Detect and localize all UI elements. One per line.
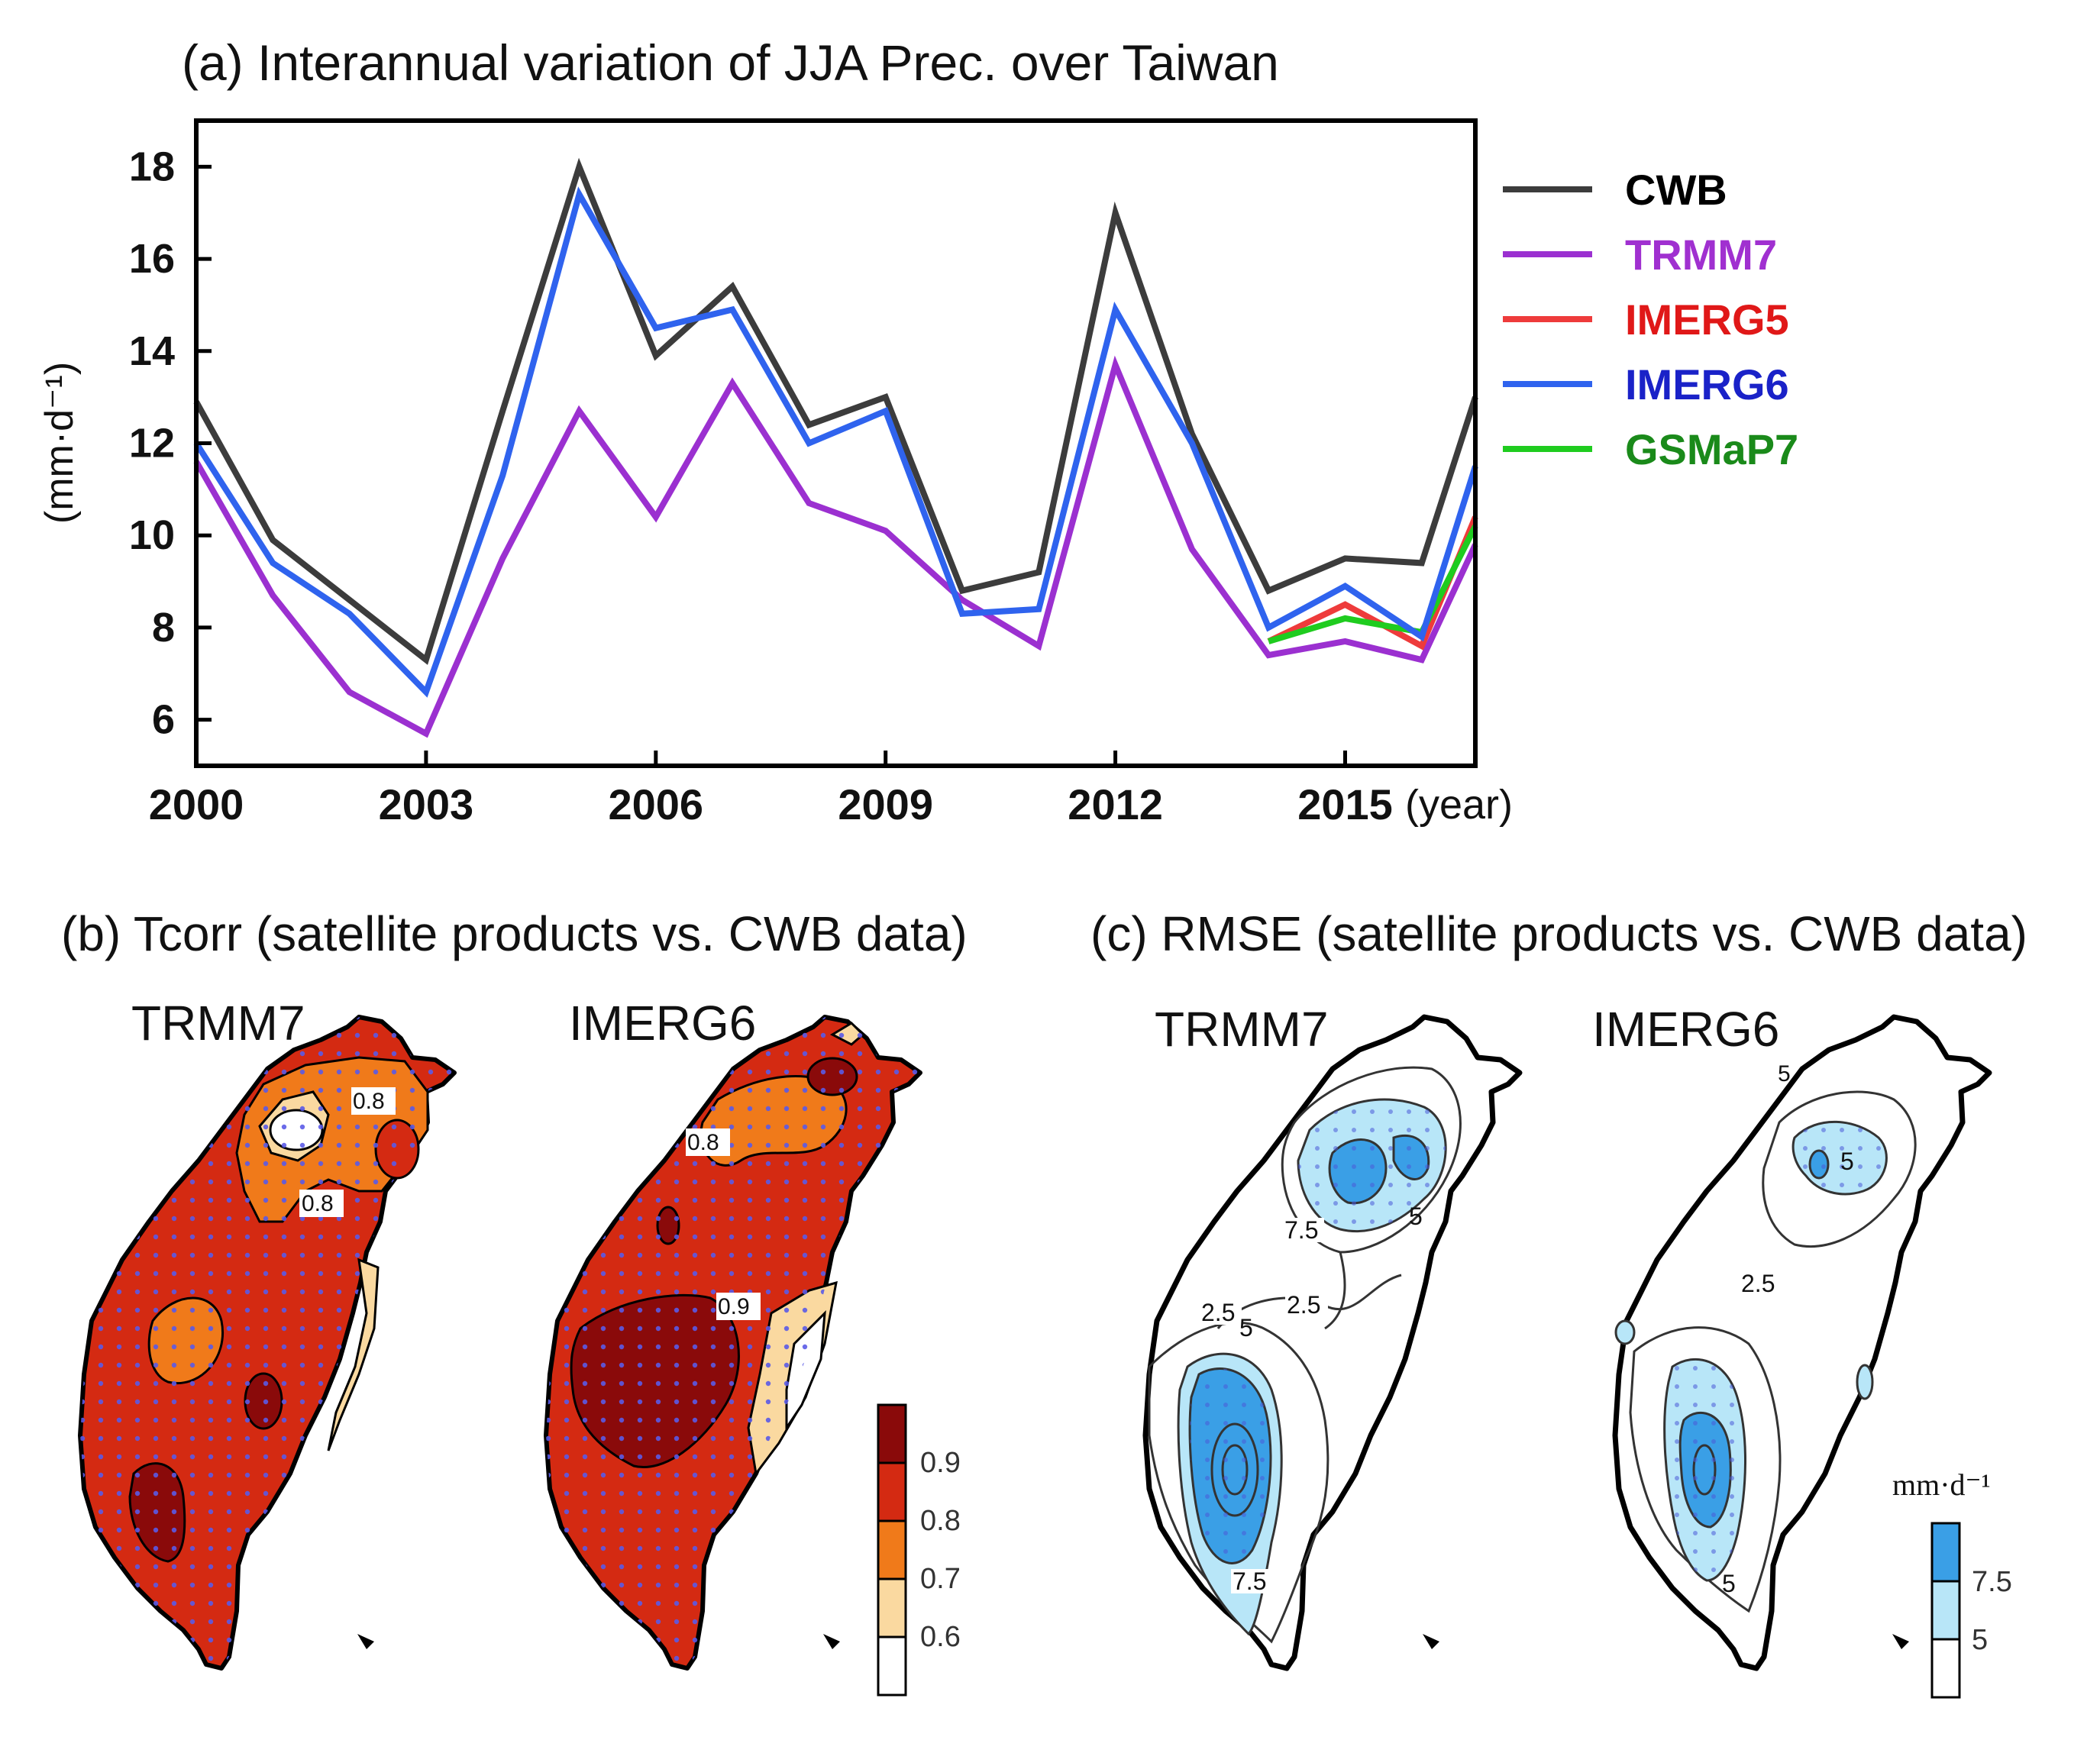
contour-label: 0.9 xyxy=(718,1294,750,1319)
contour-label: 0.8 xyxy=(353,1089,385,1114)
x-tick-label: 2006 xyxy=(609,780,704,828)
colorbar-tick: 0.6 xyxy=(920,1621,961,1653)
colorbar-b: 0.9 0.8 0.7 0.6 xyxy=(877,1403,961,1697)
series-layer xyxy=(193,157,1478,738)
islet xyxy=(823,1634,840,1649)
colorbar-tick: 0.9 xyxy=(920,1447,961,1479)
legend-label-imerg6: IMERG6 xyxy=(1625,360,1789,408)
x-tick-label: 2009 xyxy=(838,780,933,828)
map-label-trmm7-c: TRMM7 xyxy=(1155,1002,1329,1057)
y-tick-label: 12 xyxy=(129,421,175,467)
x-axis-label: (year) xyxy=(1405,782,1513,828)
colorbar-swatch xyxy=(877,1461,907,1522)
legend-label-trmm7: TRMM7 xyxy=(1625,231,1777,279)
legend-label-cwb: CWB xyxy=(1625,166,1727,214)
legend-label-gsmap7: GSMaP7 xyxy=(1625,425,1798,473)
rmse-map-imerg6: 5 5 2.5 5 xyxy=(1612,1014,1992,1671)
taiwan-dots xyxy=(1664,1122,1887,1580)
contour-region-east-0.6 xyxy=(327,1258,380,1451)
y-tick-label: 10 xyxy=(129,512,175,558)
tcorr-map-imerg6: 0.8 0.9 xyxy=(544,1015,922,1671)
y-axis: 6 8 10 12 14 16 18 xyxy=(129,144,212,743)
tcorr-map-trmm7: 0.8 0.8 xyxy=(78,1015,457,1671)
y-tick-label: 16 xyxy=(129,236,175,282)
panel-c-rmse-maps: (c) RMSE (satellite products vs. CWB dat… xyxy=(1090,906,2027,1699)
y-axis-label: (mm·d⁻¹) xyxy=(37,362,82,524)
colorbar-tick: 0.8 xyxy=(920,1505,961,1537)
colorbar-swatch xyxy=(877,1403,907,1464)
panel-b-tcorr-maps: (b) Tcorr (satellite products vs. CWB da… xyxy=(61,906,968,1697)
contour-label: 7.5 xyxy=(1284,1216,1318,1244)
colorbar-unit: mm·d⁻¹ xyxy=(1892,1467,1991,1502)
colorbar-swatch xyxy=(1930,1580,1961,1641)
contour-region-small xyxy=(1856,1364,1874,1400)
rmse-map-trmm7: 7.5 5 2.5 5 2.5 7.5 xyxy=(1142,1014,1523,1671)
contour-label: 2.5 xyxy=(1741,1270,1775,1297)
panel-a-line-chart: (a) Interannual variation of JJA Prec. o… xyxy=(37,34,1798,828)
colorbar-swatch xyxy=(877,1635,907,1697)
panel-a-title: (a) Interannual variation of JJA Prec. o… xyxy=(182,34,1279,91)
taiwan-dots xyxy=(1190,1099,1446,1564)
y-tick-label: 18 xyxy=(129,144,175,189)
contour-label: 5 xyxy=(1409,1203,1423,1230)
series-line-cwb xyxy=(193,157,1478,665)
contour-label: 5 xyxy=(1778,1061,1791,1086)
map-label-imerg6-b: IMERG6 xyxy=(569,996,756,1051)
colorbar-tick: 0.7 xyxy=(920,1563,961,1595)
colorbar-swatch xyxy=(877,1519,907,1580)
colorbar-tick: 7.5 xyxy=(1972,1566,2012,1598)
contour-label: 2.5 xyxy=(1287,1291,1320,1319)
map-label-trmm7-b: TRMM7 xyxy=(131,996,305,1051)
panel-b-title: (b) Tcorr (satellite products vs. CWB da… xyxy=(61,906,968,961)
contour-line-2.5b xyxy=(1629,1326,1782,1613)
contour-label: 5 xyxy=(1239,1314,1253,1341)
panel-c-title: (c) RMSE (satellite products vs. CWB dat… xyxy=(1090,906,2027,961)
contour-region-small xyxy=(1614,1319,1636,1345)
colorbar-swatch xyxy=(1930,1638,1961,1699)
islet xyxy=(1892,1634,1909,1649)
contour-line-2.5 xyxy=(1762,1090,1917,1248)
y-tick-label: 8 xyxy=(152,605,175,651)
x-tick-label: 2012 xyxy=(1068,780,1163,828)
colorbar-swatch xyxy=(1930,1522,1961,1583)
contour-line-2.5 xyxy=(1281,1066,1462,1254)
islet xyxy=(1423,1634,1439,1649)
series-line-trmm7 xyxy=(193,355,1478,738)
taiwan-dots xyxy=(546,1017,920,1668)
legend-label-imerg5: IMERG5 xyxy=(1625,295,1789,344)
y-tick-label: 6 xyxy=(152,697,175,743)
series-line-imerg6 xyxy=(193,186,1478,698)
x-tick-label: 2000 xyxy=(149,780,244,828)
y-tick-label: 14 xyxy=(129,328,175,374)
x-tick-label: 2015 xyxy=(1297,780,1393,828)
plot-background xyxy=(196,121,1475,766)
islet xyxy=(357,1634,374,1649)
colorbar-tick: 5 xyxy=(1972,1624,1988,1656)
series-line-gsmap7 xyxy=(1268,525,1478,644)
taiwan-dots xyxy=(80,1017,454,1668)
x-axis: 2000 2003 2006 2009 2012 2015 xyxy=(149,751,1393,828)
contour-label: 5 xyxy=(1722,1570,1736,1597)
x-tick-label: 2003 xyxy=(379,780,474,828)
map-label-imerg6-c: IMERG6 xyxy=(1592,1002,1779,1057)
contour-label: 7.5 xyxy=(1233,1567,1266,1595)
contour-label: 2.5 xyxy=(1201,1299,1235,1326)
legend: CWB TRMM7 IMERG5 IMERG6 GSMaP7 xyxy=(1503,166,1798,473)
contour-line-2.5b xyxy=(1148,1321,1329,1644)
colorbar-c: mm·d⁻¹ 7.5 5 xyxy=(1892,1467,2012,1699)
plot-area xyxy=(196,121,1475,766)
contour-label: 0.8 xyxy=(687,1130,719,1155)
contour-label: 0.8 xyxy=(302,1191,334,1216)
contour-label: 5 xyxy=(1840,1148,1854,1175)
colorbar-swatch xyxy=(877,1577,907,1639)
